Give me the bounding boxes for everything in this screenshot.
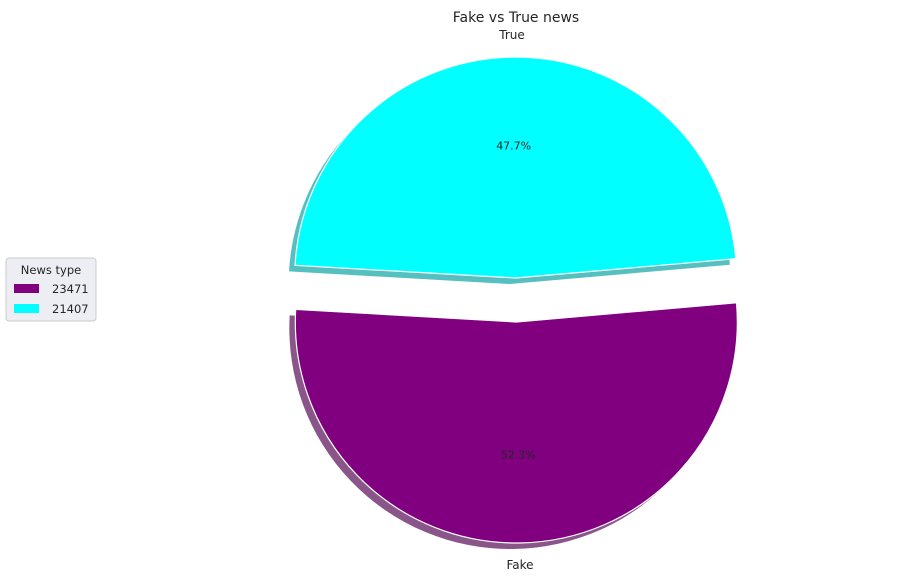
legend-label-fake: 23471	[52, 282, 89, 296]
chart-title: Fake vs True news	[453, 10, 579, 26]
legend-label-true: 21407	[52, 302, 89, 316]
legend: News type 23471 21407	[5, 257, 97, 322]
slice-percent-fake: 52.3%	[501, 449, 536, 462]
slice-label-fake: Fake	[506, 558, 533, 572]
pie-slice-fake	[294, 302, 738, 544]
legend-title: News type	[21, 263, 81, 277]
legend-swatch-true	[14, 304, 39, 313]
pie-slice-true	[294, 56, 737, 279]
pie-labels: Fake 52.3% True 47.7%	[496, 28, 536, 572]
slice-percent-true: 47.7%	[496, 139, 531, 152]
slice-label-true: True	[498, 28, 525, 42]
pie-slices	[294, 56, 738, 544]
legend-swatch-fake	[14, 284, 39, 293]
